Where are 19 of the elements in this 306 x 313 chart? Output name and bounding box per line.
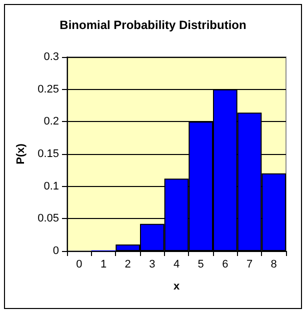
x-tick-label: 6 bbox=[222, 258, 228, 270]
chart-title: Binomial Probability Distribution bbox=[60, 18, 246, 32]
y-tick-label: 0.15 bbox=[38, 148, 59, 160]
y-tick-label: 0.1 bbox=[44, 180, 59, 192]
x-tick-label: 2 bbox=[124, 258, 131, 270]
y-axis-title: P(x) bbox=[15, 143, 28, 164]
y-tick-label: 0 bbox=[52, 245, 59, 257]
x-tick-label: 1 bbox=[100, 258, 107, 270]
x-axis-title: x bbox=[173, 280, 180, 292]
y-tick-label: 0.2 bbox=[44, 116, 59, 128]
y-tick-label: 0.3 bbox=[44, 51, 59, 63]
x-tick-label: 8 bbox=[270, 258, 277, 270]
x-tick-label: 7 bbox=[246, 258, 253, 270]
x-tick-label: 3 bbox=[149, 258, 156, 270]
x-tick-label: 0 bbox=[76, 258, 82, 270]
x-tick-label: 4 bbox=[173, 258, 180, 270]
x-tick-label: 5 bbox=[198, 258, 204, 270]
y-tick-label: 0.05 bbox=[38, 212, 59, 225]
y-tick-label: 0.25 bbox=[38, 83, 59, 96]
